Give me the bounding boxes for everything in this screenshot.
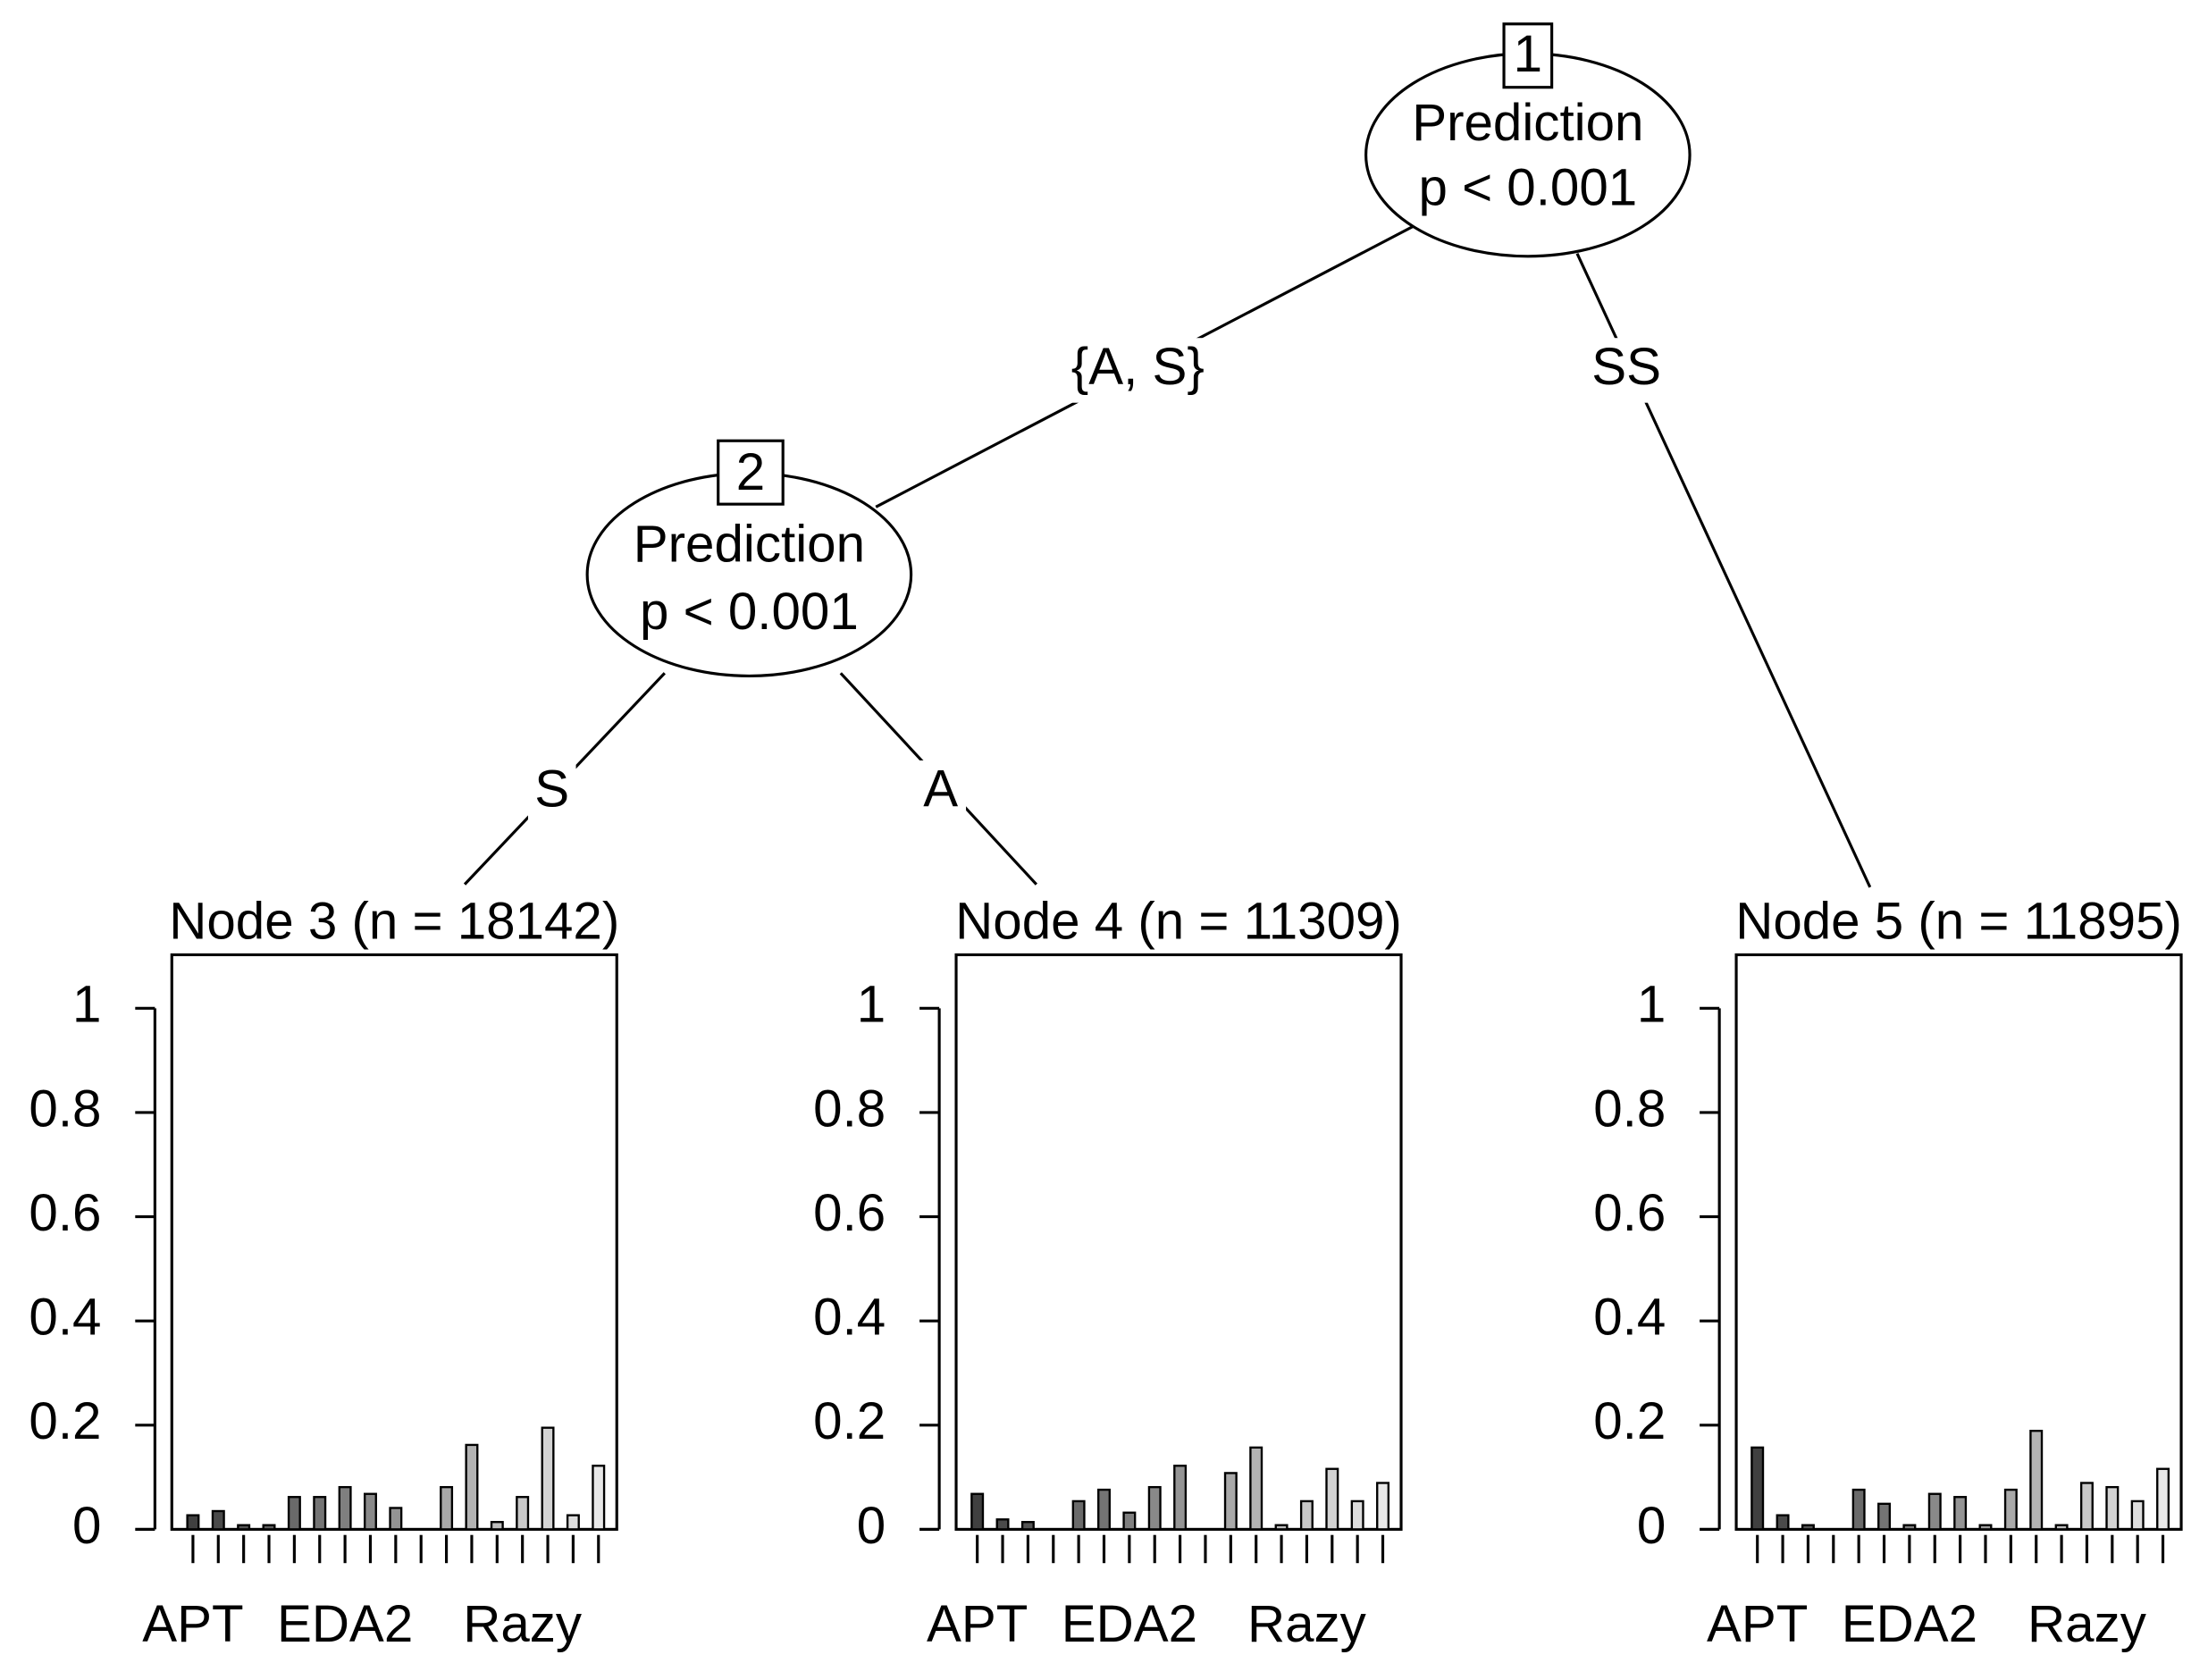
bar <box>313 1496 327 1531</box>
x-tick-label: EDA2 <box>1842 1595 1977 1653</box>
edge-label: {A, S} <box>1071 338 1205 396</box>
y-tick-label: 0.2 <box>813 1392 886 1450</box>
bar <box>1902 1524 1917 1531</box>
bar <box>363 1492 377 1531</box>
x-tick-label: EDA2 <box>277 1595 413 1653</box>
y-tick-label: 0.6 <box>813 1184 886 1242</box>
bar <box>1020 1521 1035 1531</box>
panel-frame <box>1734 953 2183 1531</box>
y-tick-label: 0.8 <box>1593 1079 1666 1138</box>
bar <box>1122 1511 1137 1531</box>
node-label: Prediction <box>634 515 865 573</box>
bar <box>440 1485 454 1531</box>
bar <box>1877 1502 1892 1531</box>
y-tick-label: 0.4 <box>1593 1289 1666 1347</box>
bar <box>262 1524 276 1531</box>
bar <box>1953 1496 1968 1531</box>
edge-label: A <box>923 760 958 819</box>
bar <box>1978 1524 1993 1531</box>
bar <box>1223 1472 1238 1531</box>
edge-label: S <box>534 760 569 819</box>
bar <box>1299 1499 1314 1531</box>
y-tick-label: 0.6 <box>1593 1184 1666 1242</box>
y-tick-label: 0.4 <box>29 1289 101 1347</box>
bar <box>1927 1492 1942 1531</box>
y-tick-label: 0.2 <box>1593 1392 1666 1450</box>
y-tick-label: 0.6 <box>29 1184 101 1242</box>
bar <box>2079 1482 2094 1531</box>
bar <box>1851 1488 1866 1531</box>
node-id-box <box>1502 22 1554 89</box>
y-tick-label: 1 <box>72 976 101 1034</box>
bar <box>2054 1524 2069 1531</box>
bar <box>1350 1499 1364 1531</box>
bar <box>1249 1446 1264 1531</box>
y-tick-label: 0 <box>1637 1497 1666 1555</box>
y-tick-label: 0.2 <box>29 1392 101 1450</box>
y-tick-label: 0.8 <box>29 1079 101 1138</box>
node-p: p < 0.001 <box>1418 159 1637 217</box>
x-tick-label: EDA2 <box>1062 1595 1197 1653</box>
node-id: 1 <box>1514 25 1542 83</box>
y-tick-label: 0 <box>857 1497 886 1555</box>
x-tick-label: Razy <box>1247 1595 1367 1653</box>
edge-label: SS <box>1591 338 1661 396</box>
panel-title: Node 5 (n = 11895) <box>1735 893 2182 951</box>
y-tick-label: 1 <box>1637 976 1666 1034</box>
bar <box>211 1509 225 1531</box>
bar <box>1147 1485 1162 1531</box>
bar <box>2029 1430 2044 1531</box>
panel-frame <box>954 953 1403 1531</box>
bar <box>287 1496 301 1531</box>
bar <box>465 1443 479 1531</box>
bar <box>2105 1485 2120 1531</box>
panel-title: Node 4 (n = 11309) <box>955 893 1402 951</box>
x-tick-label: APT <box>1707 1595 1808 1653</box>
bar <box>389 1507 403 1531</box>
bar <box>566 1514 580 1531</box>
bar <box>541 1426 555 1531</box>
bar <box>1750 1446 1765 1531</box>
bar <box>2156 1467 2170 1531</box>
bar <box>1376 1482 1390 1531</box>
node-label: Prediction <box>1412 94 1643 152</box>
node-p: p < 0.001 <box>640 583 859 641</box>
bar <box>1173 1465 1188 1531</box>
bar <box>1274 1524 1289 1531</box>
bar <box>237 1524 251 1531</box>
bar <box>516 1496 530 1531</box>
bar <box>995 1518 1010 1531</box>
label-bg <box>527 760 576 826</box>
bar <box>1325 1467 1339 1531</box>
bar <box>186 1514 200 1531</box>
bar <box>1071 1499 1086 1531</box>
bar <box>1097 1488 1111 1531</box>
y-tick-label: 0.8 <box>813 1079 886 1138</box>
bar <box>1776 1514 1790 1531</box>
panel-title: Node 3 (n = 18142) <box>169 893 619 951</box>
y-tick-label: 0.4 <box>813 1289 886 1347</box>
bar <box>970 1492 985 1531</box>
bar <box>338 1485 352 1531</box>
x-tick-label: APT <box>142 1595 243 1653</box>
bar <box>490 1521 504 1531</box>
node-id: 2 <box>736 443 765 501</box>
bar <box>592 1465 606 1531</box>
label-bg <box>915 760 967 826</box>
bar <box>1801 1524 1815 1531</box>
y-tick-label: 0 <box>72 1497 101 1555</box>
label-bg <box>1059 338 1217 403</box>
y-tick-label: 1 <box>857 976 886 1034</box>
x-tick-label: Razy <box>2027 1595 2147 1653</box>
x-tick-label: APT <box>927 1595 1028 1653</box>
bar <box>2003 1488 2018 1531</box>
label-bg <box>1583 338 1669 403</box>
bar <box>2130 1499 2145 1531</box>
node-id-box <box>717 439 785 506</box>
x-tick-label: Razy <box>463 1595 583 1653</box>
